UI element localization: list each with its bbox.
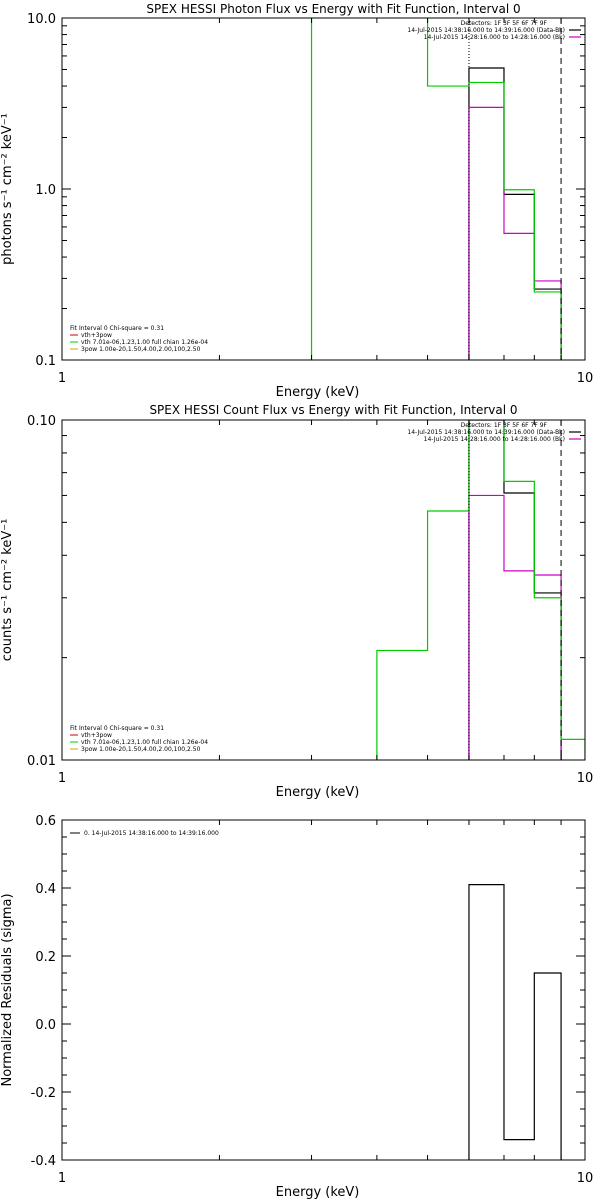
chart-panel-2: 1 10 -0.4 -0.2 0.0 0.2 0.4 0.6 Energy (keV) Norma… [0,814,593,1200]
y-axis-label: counts s⁻¹ cm⁻² keV⁻¹ [0,519,15,662]
plot-frame [61,819,586,1161]
x-tick-label: 10 [577,1171,594,1186]
legend-entry: 14-Jul-2015 14:38:16.000 to 14:39:16.000… [407,27,565,34]
fit-annotation: 3pow 1.00e-20,1.50,4.00,2.00,100,2.50 [81,346,201,353]
legend-entry: 0. 14-Jul-2015 14:38:16.000 to 14:39:16.… [84,830,219,837]
x-tick-label: 1 [58,1171,66,1186]
chart-title: SPEX HESSI Photon Flux vs Energy with Fi… [146,2,520,16]
y-axis-label: Normalized Residuals (sigma) [0,893,15,1086]
y-tick-label: -0.4 [31,1154,56,1169]
plot-frame [61,419,586,761]
series-line-data-bk [468,67,562,360]
legend-entry: 14-Jul-2015 14:28:16.000 to 14:28:16.000… [424,436,565,443]
fit-annotation: vth+3pow [81,732,112,739]
legend-entry: 14-Jul-2015 14:28:16.000 to 14:28:16.000… [424,34,565,41]
series-line-bk [468,494,562,760]
series-line-data-bk [468,420,562,760]
chart-panel-1: 1 10 0.01 0.10 SPEX HESSI Count Flux vs Ener… [0,403,593,800]
series-line-vth-3pow [310,18,562,360]
y-tick-label: 0.10 [27,414,56,429]
y-tick-label: 1.0 [35,183,56,198]
x-tick-label: 10 [577,371,594,386]
fit-annotation: Fit Interval 0 Chi-square = 0.31 [70,725,164,732]
fit-annotation: vth 7.01e-06,1.23,1.00 full chian 1.26e-… [81,339,208,346]
y-tick-label: 0.1 [35,354,56,369]
series-line-bk [468,106,562,360]
series-line-vth-3pow [376,420,585,760]
y-tick-label: 0.2 [35,950,56,965]
plot-frame [61,17,586,361]
y-tick-label: 10.0 [27,12,56,27]
x-axis-label: Energy (keV) [276,385,360,400]
series-line-residuals [468,884,562,1160]
legend-entry: Detectors: 1F 3F 5F 6F 7F 9F [461,422,548,429]
fit-annotation: Fit Interval 0 Chi-square = 0.31 [70,325,164,332]
y-tick-label: 0.0 [35,1018,56,1033]
chart-title: SPEX HESSI Count Flux vs Energy with Fit… [149,403,517,417]
x-tick-label: 10 [577,771,594,786]
fit-annotation: vth+3pow [81,332,112,339]
x-tick-label: 1 [58,771,66,786]
fit-annotation: 3pow 1.00e-20,1.50,4.00,2.00,100,2.50 [81,746,201,753]
x-tick-label: 1 [58,371,66,386]
x-axis-label: Energy (keV) [276,785,360,800]
y-tick-label: -0.2 [31,1086,56,1101]
chart-panel-0: 1 10 0.1 1.0 10.0 SPEX HESSI Photon Flux vs E… [0,2,594,400]
y-tick-label: 0.6 [35,814,56,829]
y-tick-label: 0.4 [35,882,56,897]
y-tick-label: 0.01 [27,754,56,769]
y-axis-label: photons s⁻¹ cm⁻² keV⁻¹ [0,113,15,265]
legend-entry: 14-Jul-2015 14:38:16.000 to 14:39:16.000… [407,429,565,436]
fit-annotation: vth 7.01e-06,1.23,1.00 full chian 1.26e-… [81,739,208,746]
legend-entry: Detectors: 1F 3F 5F 6F 7F 9F [461,20,548,27]
x-axis-label: Energy (keV) [276,1185,360,1200]
